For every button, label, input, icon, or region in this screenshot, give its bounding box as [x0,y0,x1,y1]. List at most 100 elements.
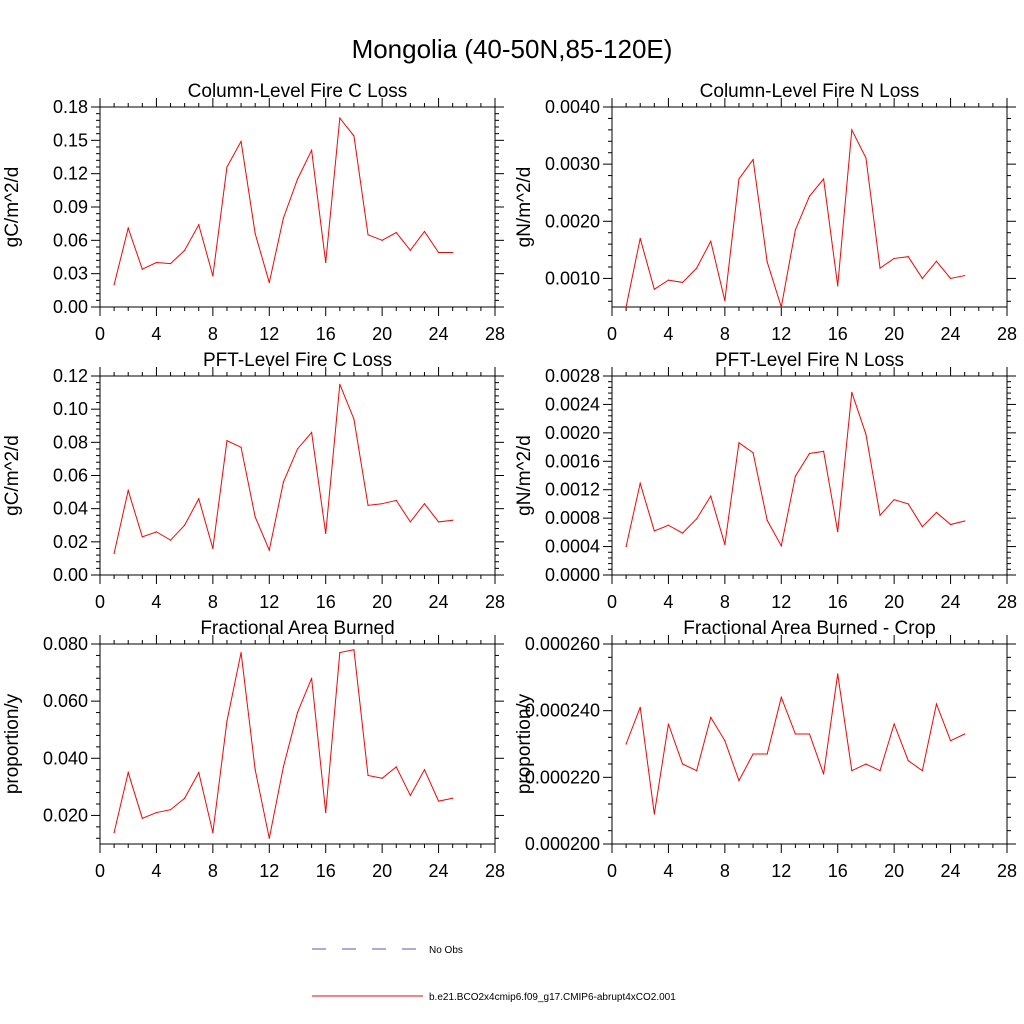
data-point [823,773,825,775]
data-point [681,532,684,534]
y-tick-label: 0.0028 [545,366,600,386]
data-point [639,237,641,240]
panel-title: Fractional Area Burned [200,618,394,639]
x-tick-label: 4 [663,861,673,881]
data-point [367,774,369,777]
x-tick-label: 16 [316,324,336,344]
y-axis-label: gN/m^2/d [514,435,535,516]
data-point [339,651,341,654]
y-tick-label: 0.15 [53,130,88,150]
x-tick-label: 24 [429,861,449,881]
y-tick-label: 0.060 [43,691,88,711]
x-tick-label: 4 [663,324,673,344]
data-point [381,239,383,241]
panels: Column-Level Fire C Loss gC/m^2/d 0 4 8 12 16 2… [2,81,1017,881]
data-point [921,770,923,772]
data-point [639,482,641,484]
data-point [437,800,440,802]
data-point [296,178,299,180]
x-tick-label: 20 [884,324,904,344]
x-tick-label: 8 [720,861,730,881]
chart-panel-6: Fractional Area Burned - Crop proportion/… [514,618,1017,881]
x-tick-label: 12 [259,861,279,881]
legend: No Obs b.e21.BCO2x4cmip6.f09_g17.CMIP6-a… [312,945,676,1003]
chart-panel-2: Column-Level Fire N Loss gN/m^2/d 0 4 8 12 16 2… [514,81,1017,344]
legend-item-obs: No Obs [312,945,463,956]
y-tick-label: 0.0030 [545,154,600,174]
y-tick-label: 0.000260 [525,634,600,654]
data-point [155,261,158,264]
figure-title: Mongolia (40-50N,85-120E) [352,34,673,64]
data-point [696,770,698,772]
data-point [865,433,867,435]
x-tick-label: 20 [372,861,392,881]
data-point [212,275,214,277]
data-point [395,231,397,234]
data-point [296,448,299,450]
data-point [353,649,355,651]
data-point [964,274,966,277]
data-point [752,158,754,161]
data-point [226,440,228,442]
x-tick-label: 20 [884,861,904,881]
chart-panel-3: PFT-Level Fire C Loss gC/m^2/d 0 4 8 12 16 20 24… [2,350,505,612]
data-point [282,481,284,483]
data-point [921,277,923,280]
data-point [808,195,811,197]
data-point [738,178,740,180]
data-point [794,475,796,477]
x-tick-label: 4 [151,592,161,612]
data-point [837,673,839,675]
panel-title: PFT-Level Fire C Loss [203,350,392,371]
chart-panel-5: Fractional Area Burned proportion/y 0 4 8 12 1… [2,618,505,881]
data-point [155,531,158,533]
x-tick-label: 16 [828,861,848,881]
y-tick-label: 0.00 [53,565,88,585]
data-point [311,677,313,679]
y-axis-label: gC/m^2/d [2,167,23,248]
data-point [752,452,754,454]
data-point [339,383,341,385]
y-tick-label: 0.18 [53,97,88,117]
y-tick-label: 0.03 [53,264,88,284]
x-tick-label: 12 [771,324,791,344]
data-point [766,753,768,755]
chart-panel-1: Column-Level Fire C Loss gC/m^2/d 0 4 8 12 16 2… [2,81,505,344]
data-point [794,733,796,735]
x-tick-label: 16 [828,324,848,344]
x-tick-label: 28 [997,861,1017,881]
y-tick-label: 0.12 [53,164,88,184]
data-point [710,240,712,242]
y-tick-label: 0.10 [53,399,88,419]
data-point [184,249,186,251]
data-point [409,521,411,523]
x-tick-label: 12 [259,324,279,344]
x-tick-label: 0 [95,861,105,881]
data-point [907,760,909,762]
legend-item-model: b.e21.BCO2x4cmip6.f09_g17.CMIP6-abrupt4x… [312,992,676,1003]
data-point [127,771,129,774]
data-point [184,524,186,526]
x-tick-label: 24 [429,592,449,612]
data-point [949,523,952,526]
data-point [409,794,411,797]
data-point [367,234,369,236]
data-point [738,780,740,782]
data-point [625,545,627,548]
y-tick-label: 0.0008 [545,508,600,528]
y-axis-label: gC/m^2/d [2,435,23,516]
data-point [710,495,712,497]
y-tick-label: 0.000240 [525,701,600,721]
data-point [935,703,938,705]
y-tick-label: 0.06 [53,466,88,486]
data-point [865,763,867,765]
data-point [367,504,369,506]
data-point [696,267,698,269]
data-point [681,763,684,765]
data-point [452,797,454,799]
data-point [808,733,811,735]
y-tick-label: 0.0020 [545,423,600,443]
data-point [893,723,895,725]
y-tick-label: 0.0010 [545,268,600,288]
